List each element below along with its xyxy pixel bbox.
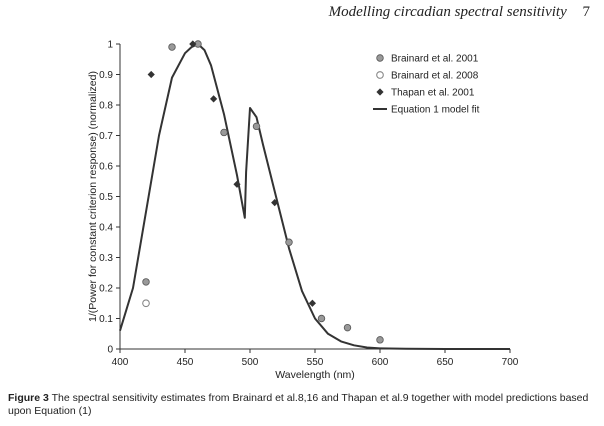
- x-tick-label: 450: [177, 357, 194, 368]
- y-axis-label: 1/(Power for constant criterion response…: [87, 71, 99, 322]
- y-tick-label: 0.6: [99, 162, 113, 173]
- x-tick-label: 400: [112, 357, 129, 368]
- caption-text: The spectral sensitivity estimates from …: [8, 392, 589, 417]
- data-point-thapan-2001: [189, 40, 197, 48]
- legend-entry-label: Brainard et al. 2001: [391, 54, 479, 65]
- data-point-brainard-2001: [376, 336, 384, 344]
- data-point-thapan-2001: [308, 299, 316, 307]
- figure-chart: 400 450 500 550 600 650 700 0 0.1 0.2 0.3 0.4 0.5 0.6…: [87, 40, 519, 382]
- y-tick-label: 0.8: [99, 101, 113, 112]
- x-tick-label: 500: [242, 357, 259, 368]
- x-tick-label: 600: [372, 357, 389, 368]
- x-tick-label: 700: [502, 357, 519, 368]
- running-head: Modelling circadian spectral sensitivity…: [329, 4, 590, 21]
- legend-marker-brainard-2001: [376, 54, 384, 62]
- legend-entry-label: Equation 1 model fit: [391, 105, 480, 116]
- running-head-title: Modelling circadian spectral sensitivity: [328, 4, 567, 20]
- y-tick-label: 0.1: [99, 314, 113, 325]
- y-tick-label: 0.3: [99, 253, 113, 264]
- data-point-thapan-2001: [210, 95, 218, 103]
- data-point-brainard-2001: [317, 314, 326, 323]
- y-tick-label: 1: [107, 40, 113, 51]
- data-point-brainard-2001: [285, 238, 293, 246]
- legend-marker-thapan-2001: [376, 88, 384, 96]
- legend-entry-label: Brainard et al. 2008: [391, 71, 479, 82]
- data-point-thapan-2001: [271, 199, 279, 207]
- data-point-thapan-2001: [233, 180, 241, 188]
- data-point-thapan-2001: [147, 70, 155, 79]
- figure-caption: Figure 3 The spectral sensitivity estima…: [8, 392, 598, 418]
- y-tick-label: 0.9: [99, 70, 113, 81]
- data-point-brainard-2001: [343, 323, 352, 332]
- x-tick-label: 550: [307, 357, 324, 368]
- data-point-brainard-2001: [168, 43, 176, 51]
- y-tick-label: 0: [107, 345, 113, 356]
- data-point-brainard-2001: [220, 128, 228, 137]
- data-point-brainard-2001: [142, 278, 150, 286]
- series-line-model-fit: [119, 43, 510, 350]
- y-tick-label: 0.2: [99, 284, 113, 295]
- legend-marker-brainard-2008: [376, 71, 384, 79]
- caption-label: Figure 3: [8, 392, 49, 404]
- legend-entry-label: Thapan et al. 2001: [391, 88, 475, 99]
- y-tick-label: 0.4: [99, 223, 113, 234]
- x-tick-label: 650: [437, 357, 454, 368]
- x-axis-label: Wavelength (nm): [275, 369, 355, 381]
- y-tick-label: 0.7: [99, 131, 113, 142]
- page-number: 7: [582, 4, 591, 20]
- data-point-brainard-2001: [252, 122, 261, 131]
- data-point-brainard-2008: [142, 299, 150, 308]
- y-tick-label: 0.5: [99, 192, 113, 203]
